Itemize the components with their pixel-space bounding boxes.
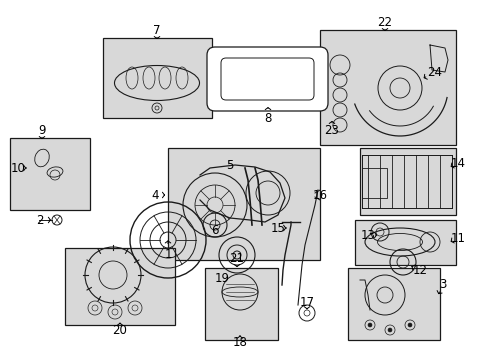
Text: 3: 3 xyxy=(438,279,446,292)
Text: 10: 10 xyxy=(11,162,25,175)
Text: 24: 24 xyxy=(427,66,442,78)
Text: 11: 11 xyxy=(449,231,465,244)
Text: 19: 19 xyxy=(214,271,229,284)
Circle shape xyxy=(387,328,391,332)
Text: 14: 14 xyxy=(449,157,465,170)
FancyBboxPatch shape xyxy=(206,47,327,111)
Bar xyxy=(65,248,175,325)
Text: 18: 18 xyxy=(232,336,247,348)
Text: 9: 9 xyxy=(38,123,46,136)
Bar xyxy=(168,148,319,260)
Bar xyxy=(354,220,455,265)
Text: 12: 12 xyxy=(412,264,427,276)
Bar xyxy=(347,268,439,340)
Bar xyxy=(103,38,212,118)
Text: 4: 4 xyxy=(151,189,159,202)
Text: 7: 7 xyxy=(153,23,161,36)
Text: 17: 17 xyxy=(299,296,314,309)
Bar xyxy=(10,138,90,210)
Text: 2: 2 xyxy=(36,213,43,226)
Text: 1: 1 xyxy=(164,248,171,261)
Text: 20: 20 xyxy=(112,324,127,337)
Bar xyxy=(319,30,455,145)
Text: 13: 13 xyxy=(360,229,375,242)
Bar xyxy=(204,268,278,340)
Text: 16: 16 xyxy=(312,189,327,202)
Text: 21: 21 xyxy=(229,252,244,265)
FancyBboxPatch shape xyxy=(221,58,313,100)
Circle shape xyxy=(367,323,371,327)
Text: 5: 5 xyxy=(226,158,233,171)
Text: 8: 8 xyxy=(264,112,271,125)
Bar xyxy=(361,168,386,198)
Text: 6: 6 xyxy=(211,224,218,237)
Circle shape xyxy=(407,323,411,327)
Text: 15: 15 xyxy=(270,221,285,234)
Text: 22: 22 xyxy=(377,15,392,28)
Bar xyxy=(359,148,455,215)
Text: 23: 23 xyxy=(324,123,339,136)
